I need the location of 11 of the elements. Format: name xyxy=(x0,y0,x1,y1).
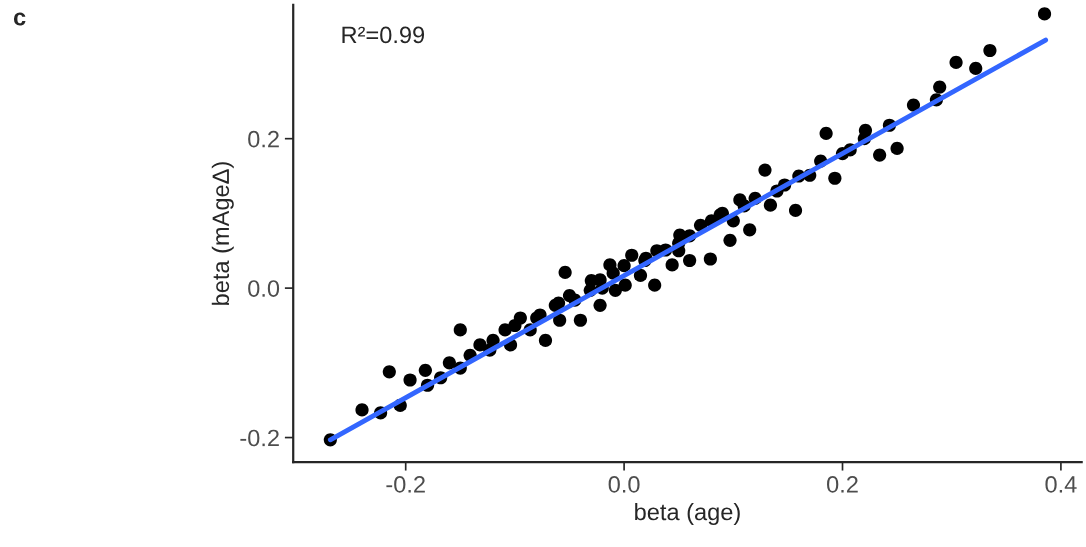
y-tick-label: 0.0 xyxy=(248,280,280,297)
x-tick-label: 0.4 xyxy=(1045,476,1077,493)
x-axis-title: beta (age) xyxy=(635,502,740,525)
y-tick-label: 0.2 xyxy=(248,130,279,148)
x-tick-label: -0.2 xyxy=(386,476,425,493)
annotation: R²=0.99 xyxy=(342,26,425,44)
x-tick-label: 0.2 xyxy=(827,476,858,493)
y-axis-title: beta (mAgeΔ) xyxy=(211,162,234,305)
text: c xyxy=(13,12,26,26)
y-tick-label: -0.2 xyxy=(240,429,279,447)
x-tick-label: 0.0 xyxy=(608,476,640,493)
